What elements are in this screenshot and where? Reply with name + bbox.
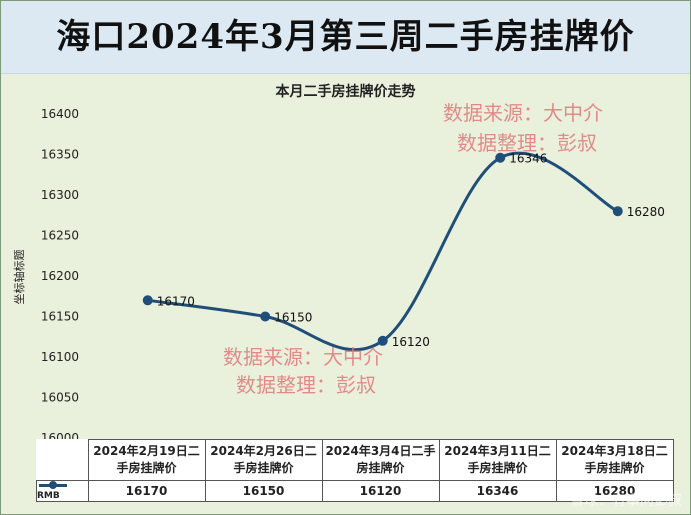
- series-line-rmb: [147, 151, 619, 352]
- table-category-5: 2024年3月18日二手房挂牌价: [555, 439, 674, 481]
- data-label: 16170: [157, 294, 195, 308]
- data-label: 16150: [274, 311, 312, 325]
- table-category-3: 2024年3月4日二手房挂牌价: [321, 439, 440, 481]
- title-bar: 海口2024年3月第三周二手房挂牌价: [1, 1, 690, 74]
- data-table: 2024年2月19日二手房挂牌价 2024年2月26日二手房挂牌价 2024年3…: [36, 439, 674, 502]
- data-point: [260, 311, 271, 322]
- watermark-source-1: 数据来源：大中介: [443, 101, 603, 125]
- y-tick-label: 16050: [41, 391, 79, 405]
- table-value-3: 16120: [321, 480, 440, 502]
- y-tick-label: 16300: [41, 188, 79, 202]
- data-point: [377, 335, 388, 346]
- data-point: [495, 152, 506, 163]
- table-value-4: 16346: [438, 480, 557, 502]
- table-corner: [36, 439, 89, 481]
- y-tick-label: 16100: [41, 350, 79, 364]
- data-label: 16120: [392, 335, 430, 349]
- table-category-2: 2024年2月26日二手房挂牌价: [204, 439, 323, 481]
- table-category-1: 2024年2月19日二手房挂牌价: [87, 439, 206, 481]
- data-label: 16280: [627, 205, 665, 219]
- y-tick-label: 16350: [41, 148, 79, 162]
- data-point: [612, 206, 623, 217]
- table-category-4: 2024年3月11日二手房挂牌价: [438, 439, 557, 481]
- y-tick-label: 16400: [41, 107, 79, 121]
- legend-series-cell: RMB: [36, 480, 89, 502]
- data-table-header-row: 2024年2月19日二手房挂牌价 2024年2月26日二手房挂牌价 2024年3…: [36, 439, 674, 481]
- y-tick-label: 16250: [41, 229, 79, 243]
- watermark-author-1: 数据整理：彭叔: [457, 131, 597, 155]
- page-title: 海口2024年3月第三周二手房挂牌价: [56, 17, 635, 57]
- watermark-source-2: 数据来源：大中介: [223, 345, 383, 369]
- chart-title: 本月二手房挂牌价走势: [275, 84, 416, 100]
- data-point: [142, 295, 153, 306]
- table-value-5: 16280: [555, 480, 674, 502]
- table-value-2: 16150: [204, 480, 323, 502]
- data-table-value-row: RMB 16170 16150 16120 16346 16280: [36, 480, 674, 502]
- y-tick-label: 16150: [41, 310, 79, 324]
- y-tick-label: 16200: [41, 269, 79, 283]
- footer-watermark: 雪球：有事问彭叔: [570, 493, 682, 509]
- watermark-author-2: 数据整理：彭叔: [236, 373, 376, 397]
- data-label: 16346: [509, 152, 547, 166]
- legend-series-name: RMB: [37, 491, 60, 501]
- legend-line-icon: [39, 481, 67, 489]
- table-value-1: 16170: [87, 480, 206, 502]
